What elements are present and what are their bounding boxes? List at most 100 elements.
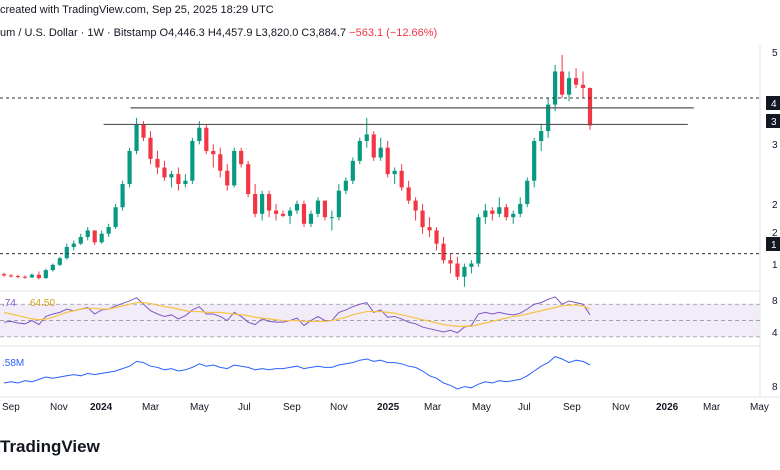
- candle-body: [371, 134, 376, 158]
- candle: [225, 164, 230, 191]
- time-axis-label: Mar: [424, 402, 442, 413]
- candle-body: [308, 213, 314, 224]
- candle: [371, 131, 376, 161]
- candle-body: [43, 270, 48, 279]
- candle: [294, 200, 300, 214]
- candle-body: [232, 150, 237, 186]
- candle-body: [134, 124, 139, 151]
- candle: [71, 240, 76, 251]
- price-label-badge: [766, 114, 780, 128]
- candle-body: [106, 227, 111, 234]
- candle-body: [183, 180, 188, 185]
- candle: [546, 97, 551, 138]
- candle-body: [148, 137, 153, 159]
- candle-body: [57, 258, 62, 265]
- price-label-badge: [766, 96, 780, 110]
- rsi-pane: .74 64.50 8 4: [0, 296, 778, 339]
- candle-body: [64, 246, 69, 259]
- price-axis-label: 1: [771, 240, 777, 251]
- candle: [357, 137, 362, 165]
- candle-body: [448, 260, 453, 264]
- candle-body: [343, 180, 348, 191]
- candle-body: [155, 158, 160, 168]
- price-axis-label: 1: [772, 260, 778, 271]
- candle-body: [197, 127, 202, 142]
- candle: [553, 64, 558, 112]
- candle-body: [1, 274, 7, 276]
- candle: [287, 207, 293, 224]
- rsi-axis-label: 8: [772, 296, 778, 307]
- candle: [183, 174, 188, 188]
- time-axis-label: Nov: [330, 402, 348, 413]
- candle-body: [162, 167, 167, 178]
- candle-body: [580, 84, 586, 89]
- candle: [434, 227, 439, 251]
- candle-body: [476, 217, 481, 264]
- obv-axis-label: 8: [772, 382, 778, 393]
- candle-body: [8, 275, 14, 277]
- time-axis-label: Nov: [612, 402, 630, 413]
- candle: [587, 87, 593, 130]
- candle: [392, 167, 397, 185]
- candle: [462, 263, 467, 287]
- candle-body: [218, 154, 223, 171]
- candle: [573, 68, 579, 89]
- chart-header: created with TradingView.com, Sep 25, 20…: [0, 4, 274, 16]
- candle: [399, 164, 404, 191]
- candle-body: [71, 243, 76, 247]
- candle: [85, 227, 90, 241]
- candle-body: [169, 174, 174, 178]
- time-axis-label: Jul: [238, 402, 251, 413]
- candle: [92, 230, 97, 245]
- candle-body: [301, 203, 307, 224]
- candle: [336, 184, 341, 221]
- candle-body: [176, 174, 181, 185]
- candle: [260, 190, 265, 221]
- price-axis-label: 5: [772, 48, 778, 59]
- candle: [162, 160, 167, 181]
- candle: [315, 197, 321, 218]
- annotation-layer: [0, 97, 760, 255]
- candle: [308, 210, 314, 228]
- time-axis-label: Sep: [2, 402, 20, 413]
- candle-body: [357, 141, 362, 161]
- price-change: −563.1 (−12.66%): [349, 27, 438, 39]
- candle-body: [364, 134, 369, 142]
- time-axis-label: May: [472, 402, 491, 413]
- tradingview-logo[interactable]: TradingView: [0, 437, 100, 456]
- candle: [78, 233, 83, 245]
- candle: [483, 203, 488, 224]
- candle: [532, 137, 537, 188]
- candle: [57, 256, 62, 267]
- candle: [427, 217, 432, 238]
- candle: [280, 210, 286, 218]
- time-axis-label: Mar: [703, 402, 721, 413]
- candle-body: [573, 78, 579, 85]
- candle: [490, 207, 495, 221]
- candle-body: [518, 203, 523, 214]
- time-axis-label: Nov: [50, 402, 68, 413]
- candle-body: [455, 263, 460, 277]
- candle: [43, 268, 48, 279]
- ohlc-values: O4,446.3 H4,457.9 L3,820.0 C3,884.7: [159, 27, 347, 39]
- candle-body: [329, 217, 334, 219]
- candle-body: [560, 71, 565, 95]
- candle-body: [127, 150, 132, 185]
- candle-body: [15, 276, 21, 278]
- candle: [64, 243, 69, 260]
- candle: [106, 223, 111, 238]
- candle-body: [280, 213, 286, 216]
- candle: [455, 256, 460, 281]
- symbol-legend[interactable]: um / U.S. Dollar · 1W · Bitstamp O4,446.…: [0, 27, 437, 43]
- time-axis[interactable]: Sep Nov 2024 Mar May Jul Sep Nov 2025 Mar May Jul Se…: [2, 402, 769, 413]
- candle-body: [225, 170, 230, 186]
- candle-body: [350, 160, 355, 181]
- candle-body: [36, 274, 41, 279]
- candle-body: [462, 266, 467, 277]
- candle: [218, 147, 223, 178]
- candle-body: [22, 276, 28, 278]
- candle: [148, 131, 153, 165]
- candle: [350, 157, 355, 185]
